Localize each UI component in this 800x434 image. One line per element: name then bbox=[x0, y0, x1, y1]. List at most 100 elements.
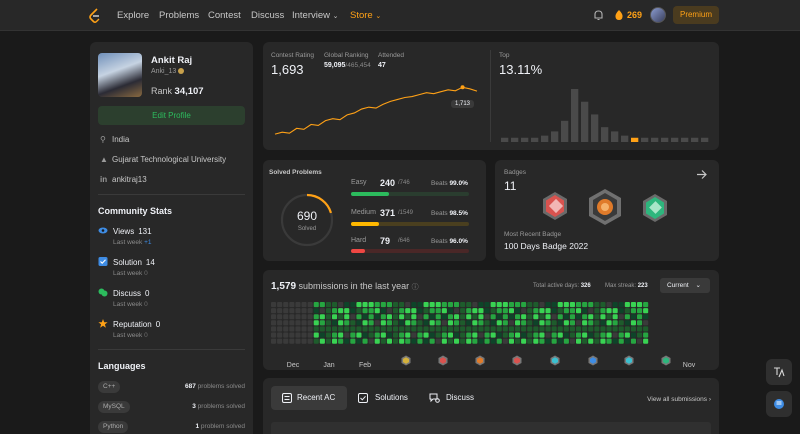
heatmap-cell[interactable] bbox=[417, 326, 423, 332]
heatmap-cell[interactable] bbox=[606, 314, 612, 320]
heatmap-cell[interactable] bbox=[515, 308, 521, 314]
heatmap-cell[interactable] bbox=[338, 320, 344, 326]
heatmap-cell[interactable] bbox=[332, 308, 338, 314]
language-tag[interactable]: C++ bbox=[98, 381, 121, 393]
heatmap-cell[interactable] bbox=[325, 308, 331, 314]
heatmap-cell[interactable] bbox=[350, 326, 356, 332]
heatmap-cell[interactable] bbox=[380, 326, 386, 332]
heatmap-cell[interactable] bbox=[271, 332, 277, 338]
heatmap-cell[interactable] bbox=[545, 302, 551, 308]
heatmap-cell[interactable] bbox=[386, 332, 392, 338]
heatmap-cell[interactable] bbox=[380, 332, 386, 338]
heatmap-cell[interactable] bbox=[405, 302, 411, 308]
heatmap-cell[interactable] bbox=[539, 302, 545, 308]
heatmap-cell[interactable] bbox=[454, 302, 460, 308]
info-icon[interactable]: ⓘ bbox=[411, 284, 419, 291]
heatmap-cell[interactable] bbox=[496, 308, 502, 314]
heatmap-cell[interactable] bbox=[350, 302, 356, 308]
heatmap-cell[interactable] bbox=[393, 338, 399, 344]
heatmap-cell[interactable] bbox=[618, 320, 624, 326]
heatmap-cell[interactable] bbox=[496, 320, 502, 326]
heatmap-cell[interactable] bbox=[643, 308, 649, 314]
badge-green-icon[interactable] bbox=[640, 192, 670, 224]
heatmap-cell[interactable] bbox=[643, 320, 649, 326]
heatmap-cell[interactable] bbox=[606, 332, 612, 338]
nav-store[interactable]: Store ⌄ bbox=[350, 10, 381, 21]
heatmap-cell[interactable] bbox=[521, 332, 527, 338]
heatmap-cell[interactable] bbox=[332, 338, 338, 344]
heatmap-cell[interactable] bbox=[344, 314, 350, 320]
heatmap-cell[interactable] bbox=[637, 326, 643, 332]
heatmap-cell[interactable] bbox=[545, 326, 551, 332]
heatmap-cell[interactable] bbox=[478, 338, 484, 344]
heatmap-cell[interactable] bbox=[393, 302, 399, 308]
view-all-submissions-link[interactable]: View all submissions › bbox=[647, 396, 711, 403]
heatmap-cell[interactable] bbox=[484, 338, 490, 344]
heatmap-cell[interactable] bbox=[508, 338, 514, 344]
heatmap-cell[interactable] bbox=[301, 302, 307, 308]
heatmap-cell[interactable] bbox=[307, 302, 313, 308]
heatmap-cell[interactable] bbox=[356, 314, 362, 320]
heatmap-cell[interactable] bbox=[484, 308, 490, 314]
heatmap-cell[interactable] bbox=[423, 326, 429, 332]
heatmap-cell[interactable] bbox=[423, 308, 429, 314]
heatmap-cell[interactable] bbox=[527, 302, 533, 308]
heatmap-cell[interactable] bbox=[350, 314, 356, 320]
heatmap-cell[interactable] bbox=[332, 302, 338, 308]
heatmap-cell[interactable] bbox=[466, 308, 472, 314]
translate-button[interactable] bbox=[766, 359, 792, 385]
heatmap-cell[interactable] bbox=[277, 314, 283, 320]
heatmap-cell[interactable] bbox=[460, 338, 466, 344]
heatmap-cell[interactable] bbox=[295, 308, 301, 314]
heatmap-cell[interactable] bbox=[423, 338, 429, 344]
heatmap-cell[interactable] bbox=[380, 338, 386, 344]
heatmap-cell[interactable] bbox=[478, 308, 484, 314]
heatmap-cell[interactable] bbox=[356, 302, 362, 308]
heatmap-cell[interactable] bbox=[582, 308, 588, 314]
heatmap-cell[interactable] bbox=[393, 314, 399, 320]
heatmap-cell[interactable] bbox=[612, 308, 618, 314]
heatmap-cell[interactable] bbox=[374, 302, 380, 308]
heatmap-cell[interactable] bbox=[563, 308, 569, 314]
heatmap-cell[interactable] bbox=[283, 314, 289, 320]
heatmap-cell[interactable] bbox=[643, 338, 649, 344]
heatmap-cell[interactable] bbox=[484, 320, 490, 326]
heatmap-cell[interactable] bbox=[466, 332, 472, 338]
heatmap-cell[interactable] bbox=[386, 326, 392, 332]
heatmap-cell[interactable] bbox=[356, 308, 362, 314]
heatmap-cell[interactable] bbox=[630, 332, 636, 338]
heatmap-cell[interactable] bbox=[624, 326, 630, 332]
heatmap-cell[interactable] bbox=[563, 314, 569, 320]
heatmap-cell[interactable] bbox=[429, 326, 435, 332]
heatmap-cell[interactable] bbox=[624, 302, 630, 308]
heatmap-cell[interactable] bbox=[527, 314, 533, 320]
heatmap-cell[interactable] bbox=[344, 332, 350, 338]
heatmap-cell[interactable] bbox=[435, 326, 441, 332]
heatmap-cell[interactable] bbox=[289, 338, 295, 344]
heatmap-cell[interactable] bbox=[521, 338, 527, 344]
year-selector[interactable]: Current ⌄ bbox=[660, 278, 710, 293]
heatmap-cell[interactable] bbox=[325, 302, 331, 308]
heatmap-cell[interactable] bbox=[325, 314, 331, 320]
heatmap-cell[interactable] bbox=[612, 302, 618, 308]
heatmap-cell[interactable] bbox=[588, 338, 594, 344]
heatmap-cell[interactable] bbox=[386, 302, 392, 308]
heatmap-cell[interactable] bbox=[527, 308, 533, 314]
heatmap-cell[interactable] bbox=[405, 314, 411, 320]
heatmap-cell[interactable] bbox=[447, 326, 453, 332]
heatmap-cell[interactable] bbox=[472, 314, 478, 320]
heatmap-cell[interactable] bbox=[618, 302, 624, 308]
heatmap-cell[interactable] bbox=[533, 308, 539, 314]
rating-point[interactable] bbox=[460, 85, 465, 90]
heatmap-cell[interactable] bbox=[594, 320, 600, 326]
heatmap-cell[interactable] bbox=[545, 338, 551, 344]
heatmap-cell[interactable] bbox=[600, 332, 606, 338]
heatmap-cell[interactable] bbox=[325, 326, 331, 332]
heatmap-cell[interactable] bbox=[594, 326, 600, 332]
heatmap-cell[interactable] bbox=[612, 332, 618, 338]
heatmap-cell[interactable] bbox=[490, 326, 496, 332]
heatmap-cell[interactable] bbox=[283, 320, 289, 326]
heatmap-cell[interactable] bbox=[307, 314, 313, 320]
heatmap-cell[interactable] bbox=[539, 314, 545, 320]
heatmap-cell[interactable] bbox=[405, 338, 411, 344]
